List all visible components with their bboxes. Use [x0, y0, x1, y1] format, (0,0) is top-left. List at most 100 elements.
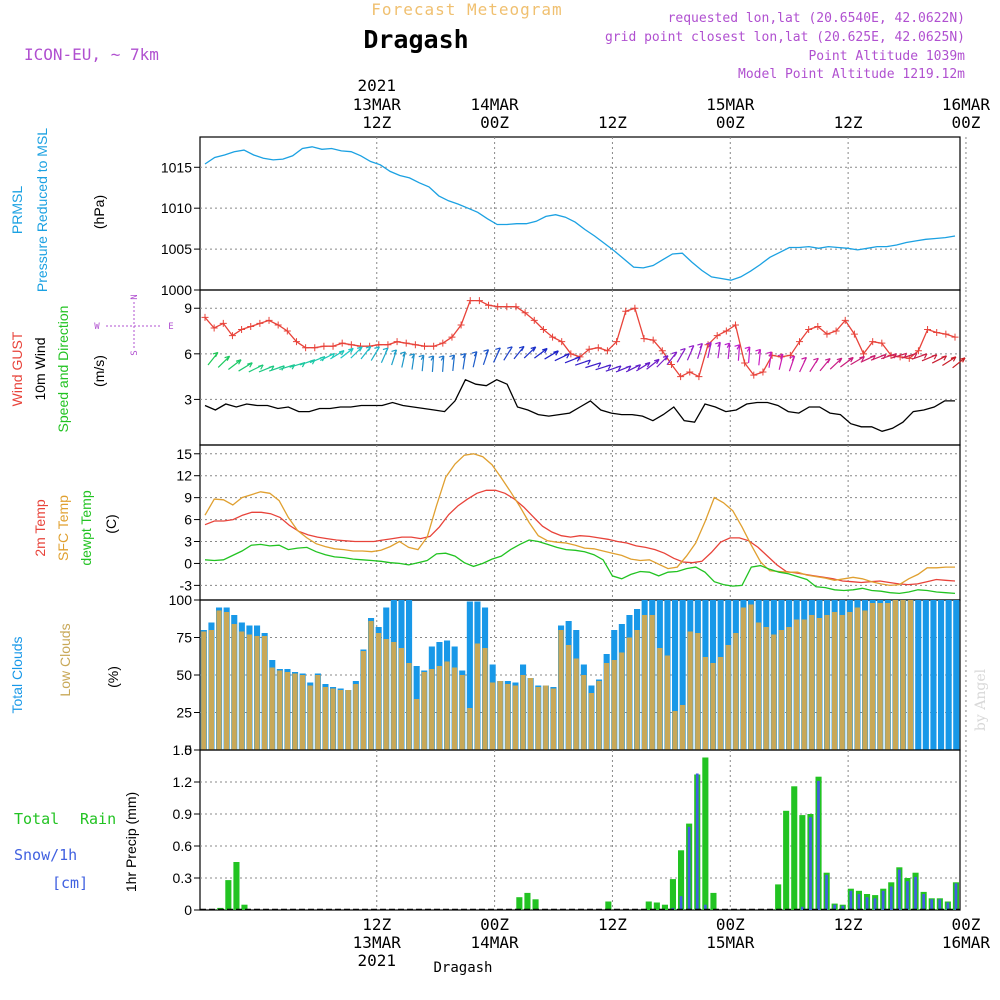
gust-point	[320, 342, 328, 350]
wind-arrow	[360, 345, 372, 360]
gust-point	[302, 344, 310, 352]
gust-point	[576, 353, 584, 361]
bar-low	[581, 675, 587, 750]
bar-low	[649, 615, 655, 750]
wind-arrow	[513, 345, 525, 360]
y-tick-label: 0	[184, 902, 192, 918]
wind-arrow	[766, 351, 773, 368]
bar-low	[626, 637, 632, 750]
wind-arrow	[697, 342, 703, 359]
y-tick-label: 50	[176, 667, 192, 683]
gust-point	[841, 316, 849, 324]
gust-point	[549, 333, 557, 341]
bar-snow	[930, 899, 933, 910]
gust-point	[878, 339, 886, 347]
gust-point	[603, 347, 611, 355]
wind-arrow	[625, 364, 642, 373]
bar-snow	[889, 886, 893, 910]
gust-point	[448, 333, 456, 341]
wind-arrow	[656, 355, 669, 368]
panel-frame	[199, 749, 961, 911]
gust-point	[311, 344, 319, 352]
bottom-tick-l2: 13MAR	[353, 933, 402, 952]
gust-point	[521, 309, 529, 317]
bar-low	[277, 670, 283, 750]
bar-snow	[914, 876, 917, 910]
wind-arrow	[605, 365, 622, 372]
total-clouds-label: Total Clouds	[9, 636, 25, 713]
bar-rain	[791, 786, 798, 910]
bottom-tick-l2: 15MAR	[706, 933, 755, 952]
wind-arrow	[493, 347, 501, 363]
y-tick-label: 3	[184, 534, 192, 550]
gust-point	[613, 338, 621, 346]
bar-low	[611, 660, 617, 750]
y-tick-label: 75	[176, 630, 192, 646]
bottom-tick-l1: 12Z	[834, 915, 863, 934]
wind-arrow	[840, 356, 854, 368]
wind-arrow	[400, 351, 406, 368]
bar-rain	[669, 879, 676, 910]
gust-point	[823, 330, 831, 338]
bar-low	[543, 685, 549, 750]
wind-arrow	[228, 359, 242, 370]
compass-rose: N S W E	[94, 294, 173, 355]
bar-rain	[532, 899, 539, 910]
y-tick-label: 100	[169, 592, 193, 608]
bar-low	[588, 693, 594, 750]
bar-low	[778, 630, 784, 750]
requested-coords: requested lon,lat (20.6540E, 42.0622N)	[668, 11, 965, 26]
grid-coords: grid point closest lon,lat (20.625E, 42.…	[605, 30, 965, 45]
gust-point	[695, 373, 703, 381]
temperature-panel: -3 0 3 6 9 12 15	[176, 444, 967, 601]
bar-low	[908, 600, 914, 750]
compass-n: N	[130, 294, 140, 299]
bar-snow	[833, 904, 836, 910]
bar-total	[679, 600, 686, 750]
y-tick-label: 1010	[161, 200, 192, 216]
bar-low	[900, 600, 906, 750]
bar-snow	[704, 904, 707, 910]
wind-arrow	[686, 345, 695, 361]
wind-arrow	[646, 358, 660, 370]
bar-low	[376, 633, 382, 750]
bar-low	[596, 681, 602, 750]
wind-arrow	[666, 351, 678, 366]
bar-snow	[898, 869, 901, 910]
bar-low	[854, 607, 860, 750]
precip-panel: 0 0.3 0.6 0.9 1.2 1.5	[173, 742, 967, 918]
wind-arrow	[350, 346, 363, 359]
wind-arrow	[809, 357, 819, 373]
series-line-wind	[204, 378, 955, 432]
bar-snow	[906, 881, 909, 910]
bar-low	[642, 615, 648, 750]
top-tick-l2: 12Z	[598, 113, 627, 132]
bar-low	[315, 675, 321, 750]
bar-low	[725, 645, 731, 750]
watermark: by Angel	[973, 668, 989, 731]
wind-arrow	[942, 356, 957, 366]
top-tick-l1: 16MAR	[942, 95, 991, 114]
bar-low	[619, 652, 625, 750]
bar-low	[452, 667, 458, 750]
wind-arrow	[207, 351, 219, 366]
gust-point	[722, 327, 730, 335]
bottom-tick-l1: 00Z	[716, 915, 745, 934]
bar-snow	[809, 817, 812, 910]
bar-snow	[679, 896, 683, 910]
gust-point	[283, 327, 291, 335]
compass-e: E	[168, 322, 173, 332]
wind-arrow	[438, 355, 445, 372]
bar-snow	[857, 894, 861, 910]
pressure-panel: 1000 1005 1010 1015	[161, 136, 967, 298]
bar-low	[870, 603, 876, 750]
bar-total	[915, 600, 922, 750]
wind-arrow	[755, 348, 762, 366]
bar-low	[885, 603, 891, 750]
snow-label: Snow/1h	[14, 846, 77, 864]
bar-snow	[687, 826, 691, 910]
bar-low	[383, 639, 389, 750]
bar-rain	[783, 810, 790, 910]
gust-point	[274, 321, 282, 329]
